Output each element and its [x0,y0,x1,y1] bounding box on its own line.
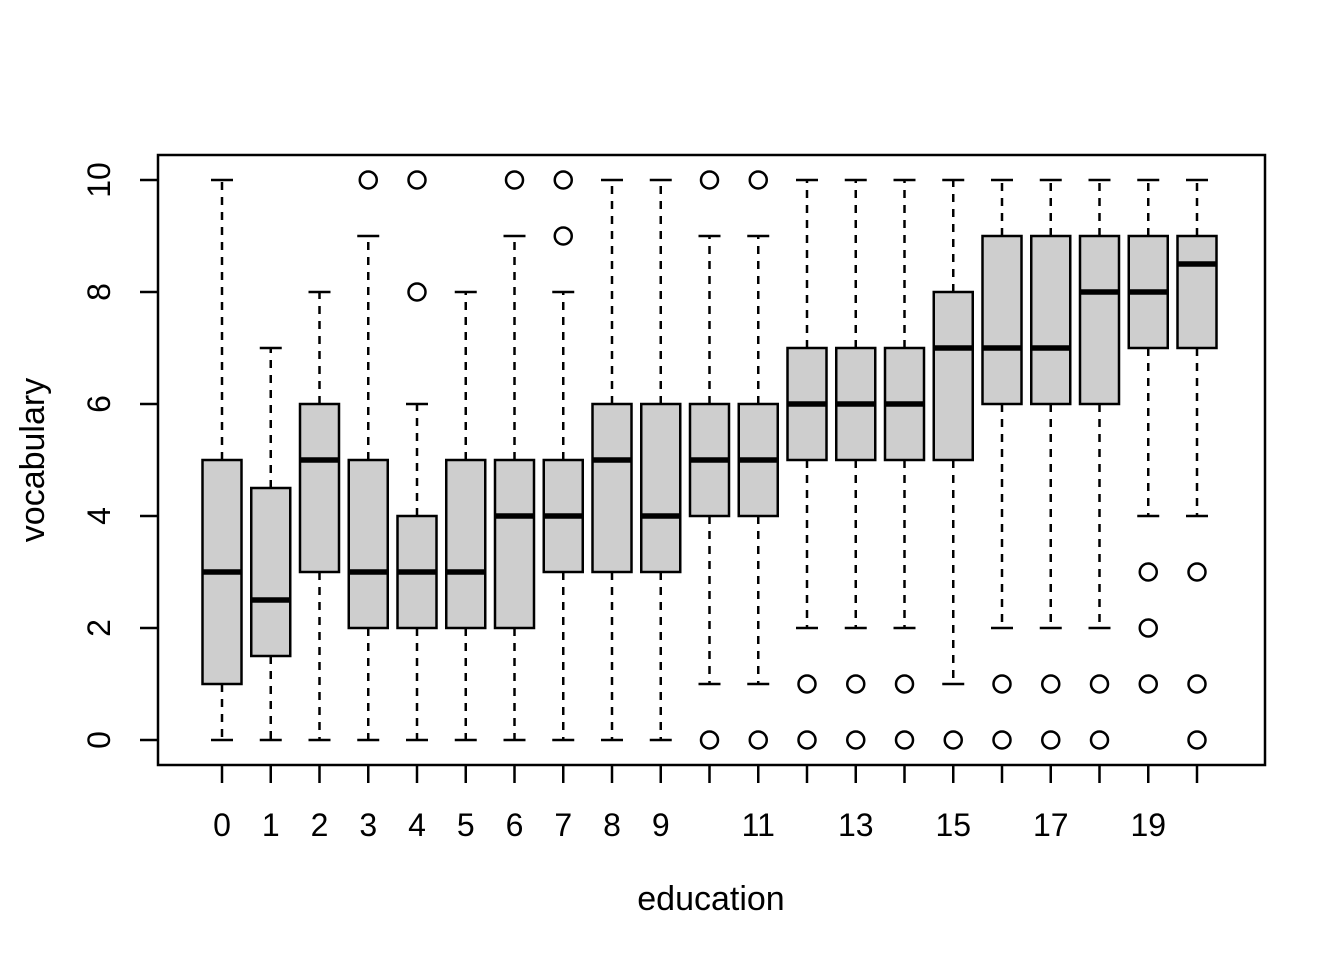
outlier-point [846,730,866,750]
iqr-box [445,458,487,630]
x-axis-tick-label: 17 [1033,807,1069,843]
iqr-box [250,486,292,658]
x-axis-tick-label: 6 [506,807,524,843]
x-axis-tick-label: 3 [359,807,377,843]
box-education-13 [835,178,877,750]
box-education-8 [591,178,633,742]
iqr-box [591,402,633,574]
outlier-point [407,282,427,302]
plot-frame [156,153,1267,767]
box-education-17 [1030,178,1072,750]
x-axis-tick-label: 8 [603,807,621,843]
outlier-point [1041,674,1061,694]
outlier-point [894,730,915,750]
outlier-point [553,170,573,190]
outlier-point [1089,730,1110,750]
y-axis-tick-label: 8 [81,283,117,301]
box-education-2 [298,290,341,742]
box-education-16 [981,178,1023,750]
box-education-12 [786,178,828,750]
outlier-point [1138,618,1158,638]
iqr-box [1078,234,1121,406]
x-axis-tick-label: 9 [652,807,670,843]
box-education-20 [1176,178,1218,750]
outlier-point [748,730,768,750]
x-axis-tick-label: 1 [262,807,280,843]
box-education-5 [445,290,487,742]
y-axis-tick-label: 10 [81,162,117,198]
y-axis-title: vocabulary [14,378,52,542]
box-education-14 [883,178,926,750]
box-education-18 [1078,178,1121,750]
x-axis-tick-label: 2 [311,807,329,843]
box-education-7 [542,170,584,742]
outlier-point [553,226,573,246]
outlier-point [1187,674,1207,694]
x-axis-tick-label: 19 [1130,807,1166,843]
box-education-19 [1127,178,1169,694]
y-axis-tick-label: 0 [81,731,117,749]
iqr-box [981,234,1023,406]
outlier-point [943,730,963,750]
outlier-point [1041,730,1061,750]
box-education-1 [250,346,292,742]
iqr-box [493,458,536,630]
y-axis-tick-label: 4 [81,507,117,525]
x-axis-tick-label: 4 [408,807,426,843]
iqr-box [932,290,974,462]
outlier-point [1187,730,1207,750]
iqr-box [347,458,389,630]
outlier-point [1187,562,1207,582]
x-axis-tick-label: 15 [935,807,971,843]
box-education-9 [640,178,682,742]
outlier-point [407,170,427,190]
x-axis-title: education [637,880,784,918]
box-education-10 [688,170,731,750]
x-axis-tick-label: 7 [554,807,572,843]
y-axis-tick-label: 6 [81,395,117,413]
outlier-point [894,674,915,694]
outlier-point [504,170,525,190]
x-axis-tick-label: 11 [742,807,775,843]
box-education-6 [493,170,536,742]
outlier-point [797,674,817,694]
outlier-point [992,674,1012,694]
iqr-box [1176,234,1218,350]
outlier-point [797,730,817,750]
iqr-box [298,402,341,574]
outlier-point [1089,674,1110,694]
iqr-box [640,402,682,574]
outlier-point [699,730,720,750]
y-axis-tick-label: 2 [81,619,117,637]
outlier-point [1138,562,1158,582]
box-education-0 [201,178,243,742]
outlier-point [699,170,720,190]
x-axis-tick-label: 13 [838,807,874,843]
outlier-point [1138,674,1158,694]
x-axis-tick-label: 5 [457,807,475,843]
box-education-4 [396,170,438,742]
x-axis-tick-label: 0 [213,807,231,843]
iqr-box [1030,234,1072,406]
outlier-point [992,730,1012,750]
outlier-point [748,170,768,190]
box-education-15 [932,178,974,750]
box-education-3 [347,170,389,742]
box-education-11 [737,170,779,750]
outlier-point [358,170,378,190]
outlier-point [846,674,866,694]
